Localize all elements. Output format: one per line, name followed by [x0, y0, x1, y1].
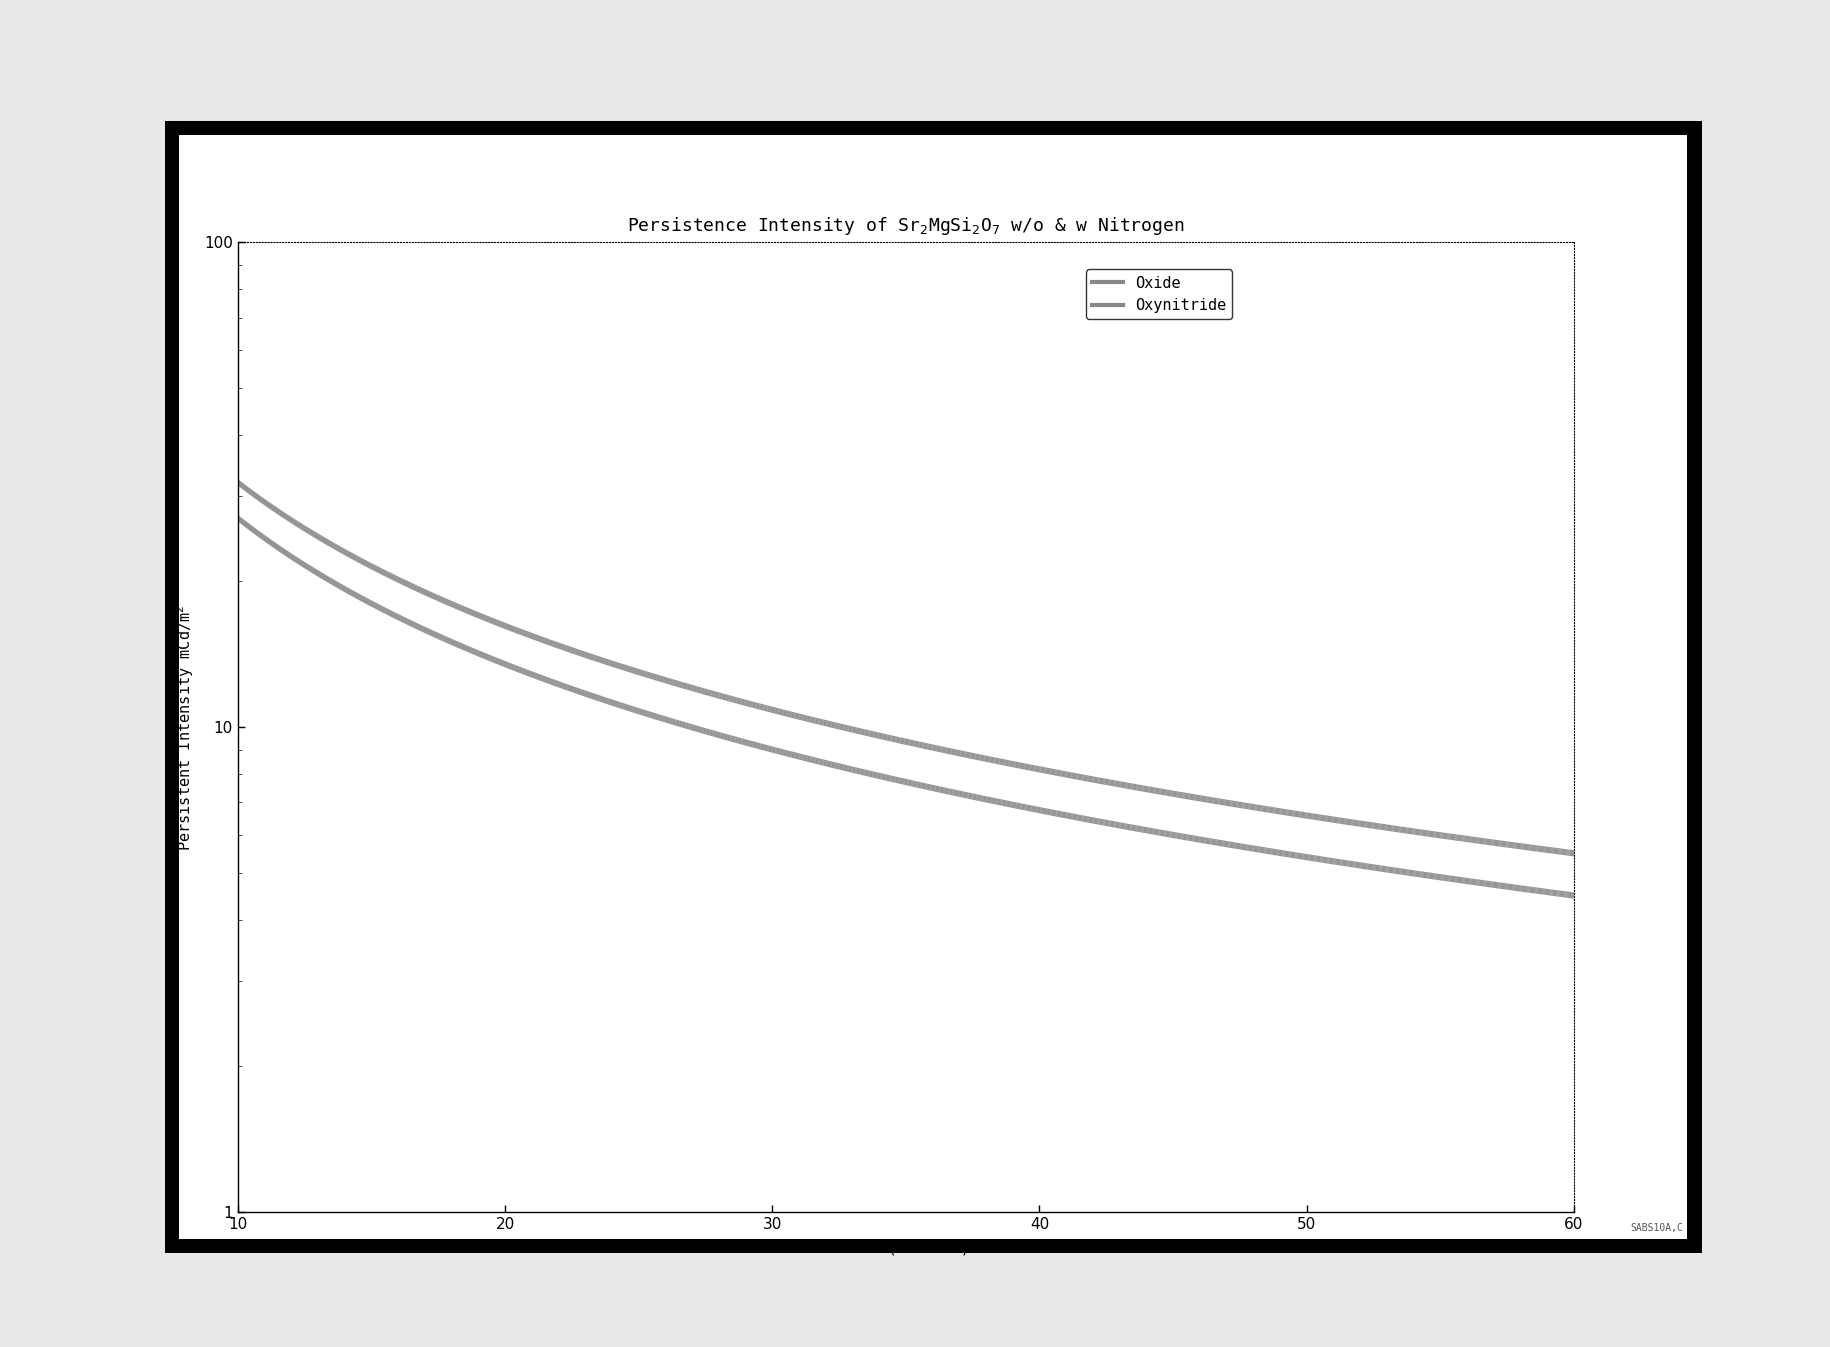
X-axis label: time (minutes): time (minutes) [842, 1241, 970, 1255]
Title: Persistence Intensity of Sr$_2$MgSi$_2$O$_7$ w/o & w Nitrogen: Persistence Intensity of Sr$_2$MgSi$_2$O… [628, 216, 1184, 237]
Y-axis label: Persistent Intensity mCd/m$^2$: Persistent Intensity mCd/m$^2$ [174, 603, 196, 851]
Legend: Oxide, Oxynitride: Oxide, Oxynitride [1085, 269, 1232, 319]
Text: SABS10A,C: SABS10A,C [1631, 1223, 1684, 1233]
